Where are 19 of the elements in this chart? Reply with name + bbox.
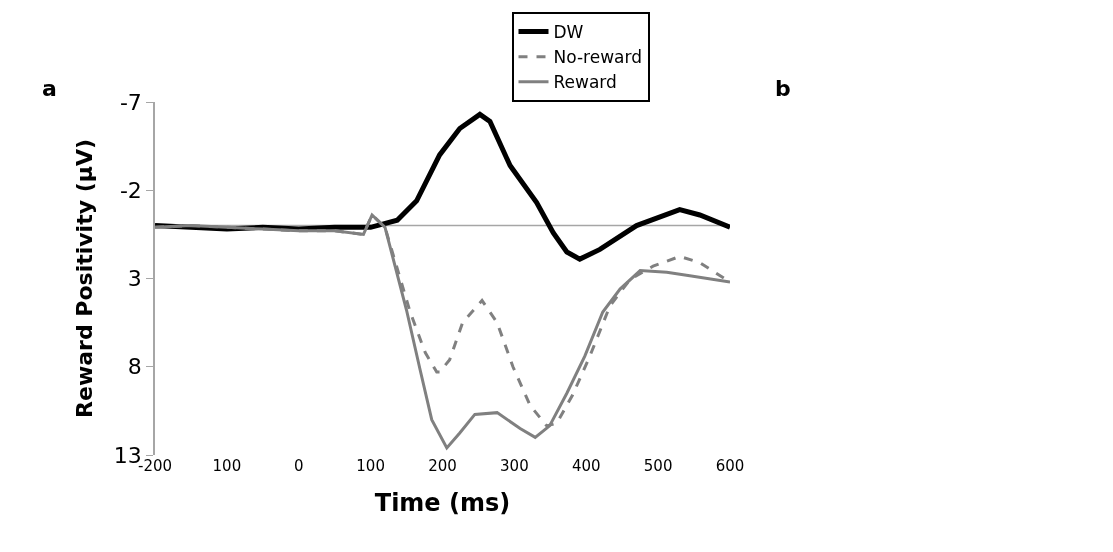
x-tick-label: 600 (715, 457, 745, 475)
x-tick-label: 100 (212, 457, 242, 475)
x-tick-label: 0 (293, 457, 304, 475)
x-tick-label: 400 (571, 457, 601, 475)
x-tick-label: 100 (356, 457, 385, 475)
x-tick-label: 500 (643, 457, 673, 475)
x-axis-title: Time (ms) (374, 489, 511, 518)
y-tick-label: 3 (127, 266, 142, 292)
text: a (42, 76, 57, 101)
y-axis-title: Reward Positivity (µV) (72, 139, 98, 418)
x-tick-label: 200 (428, 457, 457, 475)
legend-label: Reward (553, 72, 617, 93)
text: b (775, 76, 791, 101)
y-tick-label: 8 (127, 354, 142, 380)
legend-label: No-reward (553, 47, 642, 68)
y-tick-label: -2 (119, 177, 142, 203)
y-tick-label: -7 (119, 89, 142, 115)
x-tick-label: 300 (500, 457, 529, 475)
legend-label: DW (553, 22, 584, 43)
